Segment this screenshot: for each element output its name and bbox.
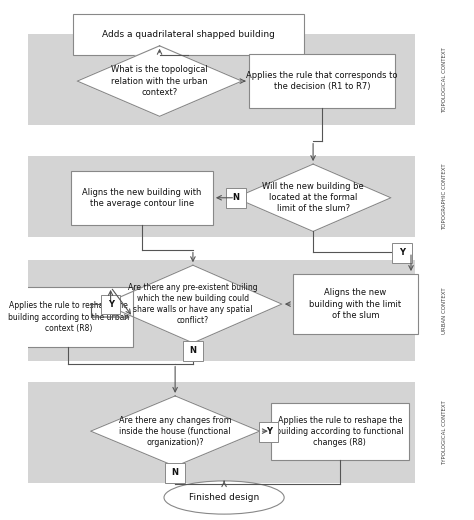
Text: Y: Y [265,426,272,436]
Text: TOPOLOGICAL CONTEXT: TOPOLOGICAL CONTEXT [442,47,447,113]
Text: Will the new building be
located at the formal
limit of the slum?: Will the new building be located at the … [262,182,364,213]
Text: N: N [190,346,196,355]
Bar [183,342,203,361]
Text: Adds a quadrilateral shapped building: Adds a quadrilateral shapped building [102,30,275,39]
Bar [28,157,415,237]
Bar [226,188,246,208]
Polygon shape [77,46,242,116]
Polygon shape [235,164,391,231]
Bar [248,54,395,108]
Bar [392,243,412,263]
Bar [259,422,278,441]
Bar [28,260,415,361]
Text: Aligns the new
building with the limit
of the slum: Aligns the new building with the limit o… [310,289,401,320]
Bar [28,382,415,483]
Text: Are there any pre-existent builing
which the new building could
share walls or h: Are there any pre-existent builing which… [128,283,258,325]
Text: Applies the rule to reshape the
building according to the urban
context (R8): Applies the rule to reshape the building… [8,302,129,333]
Text: Are there any changes from
inside the house (functional
organization)?: Are there any changes from inside the ho… [119,415,231,447]
Bar [28,34,415,125]
Text: TOPOGRAPHIC CONTEXT: TOPOGRAPHIC CONTEXT [442,163,447,230]
Text: Applies the rule to reshape the
building according to functional
changes (R8): Applies the rule to reshape the building… [276,415,403,447]
Text: N: N [233,193,239,202]
Text: Applies the rule that corresponds to
the decision (R1 to R7): Applies the rule that corresponds to the… [246,71,398,91]
Polygon shape [104,265,282,343]
Text: Y: Y [108,300,114,308]
Bar [271,402,409,460]
Text: URBAN CONTEXT: URBAN CONTEXT [442,287,447,334]
Bar [71,171,213,225]
Polygon shape [91,396,260,466]
Bar [101,295,120,315]
Text: TYPOLOGICAL CONTEXT: TYPOLOGICAL CONTEXT [442,400,447,465]
Text: Finished design: Finished design [189,493,259,502]
Text: N: N [172,468,179,477]
Text: Aligns the new building with
the average contour line: Aligns the new building with the average… [82,188,201,208]
Ellipse shape [164,481,284,514]
Bar [165,463,185,483]
Bar [293,274,418,334]
Text: Y: Y [399,248,405,257]
Bar [4,287,133,347]
Text: What is the topological
relation with the urban
context?: What is the topological relation with th… [111,66,208,97]
Bar [73,14,304,55]
